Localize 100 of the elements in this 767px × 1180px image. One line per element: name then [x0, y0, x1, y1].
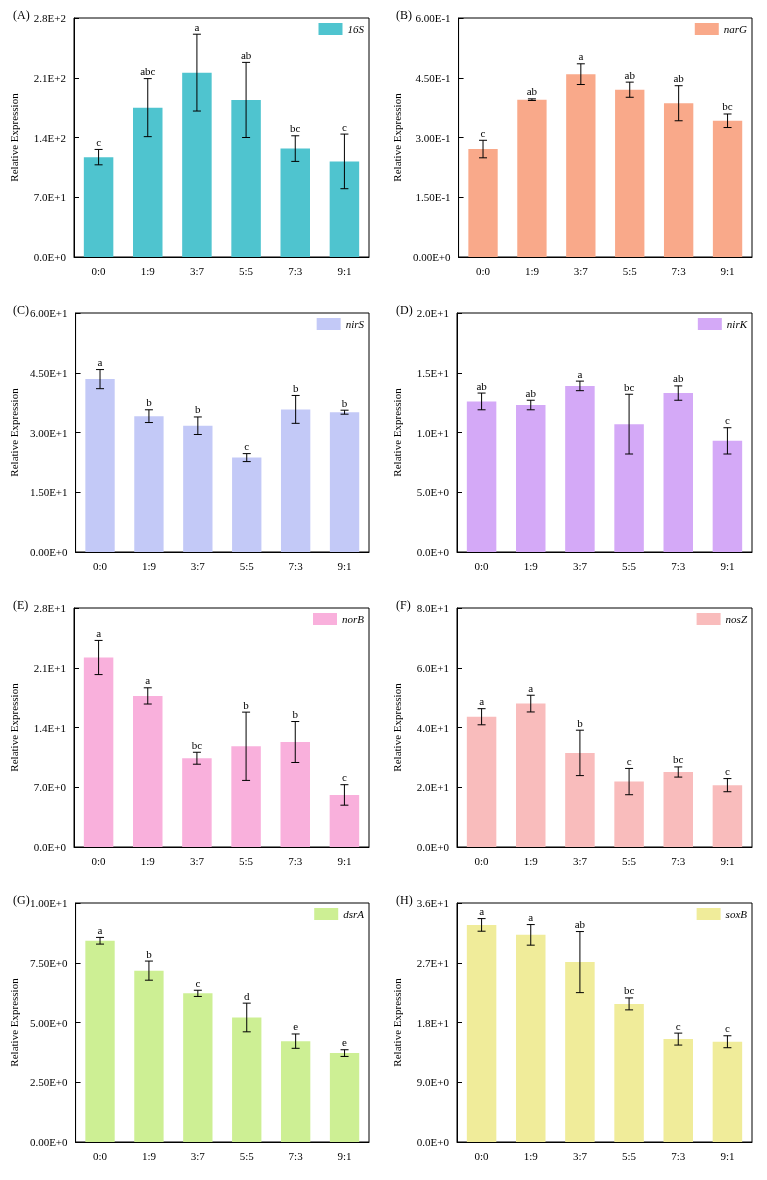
data-label: b — [292, 708, 299, 721]
y-tick-label: 8.0E+1 — [416, 602, 449, 614]
y-axis-title: Relative Expression — [390, 977, 403, 1067]
y-tick-label: 9.0E+0 — [416, 1076, 450, 1089]
data-label: bc — [623, 380, 635, 393]
x-tick-label: 1:9 — [140, 854, 156, 867]
data-label: b — [195, 403, 202, 416]
chart-title: (C) — [13, 303, 29, 317]
x-tick-label: 3:7 — [572, 559, 588, 572]
x-tick-label: 9:1 — [720, 854, 735, 867]
x-tick-label: 3:7 — [572, 854, 588, 867]
bar — [329, 161, 360, 257]
bar — [133, 107, 163, 257]
data-label: d — [243, 989, 250, 1002]
data-label: b — [577, 716, 584, 729]
y-tick-label: 7.0E+0 — [33, 781, 67, 794]
y-tick-label: 3.6E+1 — [416, 897, 449, 909]
x-tick-label: 0:0 — [474, 1149, 490, 1162]
x-tick-label: 0:0 — [92, 1149, 108, 1162]
data-label: a — [577, 367, 583, 380]
bar — [329, 412, 360, 552]
data-label: ab — [574, 918, 586, 931]
data-label: c — [724, 1022, 730, 1035]
data-label: a — [479, 905, 485, 918]
x-tick-label: 5:5 — [622, 1149, 637, 1162]
bar — [712, 785, 743, 847]
bar — [182, 758, 212, 847]
y-tick-label: 0.00E+0 — [29, 1136, 69, 1148]
y-tick-label: 2.0E+1 — [416, 307, 449, 319]
y-tick-label: 4.50E-1 — [415, 71, 451, 84]
x-tick-label: 7:3 — [288, 1149, 304, 1162]
data-label: ab — [526, 85, 538, 98]
x-tick-label: 5:5 — [239, 854, 254, 867]
bar — [280, 1041, 311, 1142]
bar — [134, 416, 164, 552]
data-label: a — [528, 911, 534, 924]
data-label: b — [292, 381, 299, 394]
x-tick-label: 1:9 — [140, 264, 156, 277]
chart-title: (G) — [13, 893, 30, 907]
bar — [663, 1039, 693, 1142]
bar — [83, 157, 114, 257]
data-label: b — [341, 396, 348, 409]
bar — [516, 934, 546, 1142]
bar — [466, 924, 497, 1142]
x-tick-label: 3:7 — [189, 854, 205, 867]
data-label: c — [626, 754, 632, 767]
bar — [329, 1053, 360, 1142]
data-label: e — [342, 1036, 348, 1049]
legend-label: soxB — [725, 908, 748, 920]
x-tick-label: 0:0 — [475, 264, 491, 277]
data-label: c — [341, 771, 347, 784]
bar — [280, 742, 310, 847]
y-tick-label: 1.8E+1 — [416, 1016, 449, 1029]
data-label: ab — [525, 386, 537, 399]
data-label: c — [675, 1019, 681, 1032]
bar — [712, 1041, 743, 1142]
bar — [615, 89, 645, 257]
bar — [468, 149, 498, 257]
x-tick-label: 3:7 — [573, 264, 589, 277]
y-tick-label: 0.0E+0 — [416, 546, 450, 558]
data-label: c — [341, 120, 347, 133]
x-tick-label: 5:5 — [622, 559, 637, 572]
data-label: c — [195, 976, 201, 989]
y-tick-label: 0.00E+0 — [412, 251, 452, 263]
x-tick-label: 7:3 — [288, 854, 303, 867]
y-tick-label: 1.4E+1 — [33, 721, 66, 734]
y-tick-label: 1.50E+1 — [29, 486, 68, 499]
bar — [183, 425, 213, 552]
data-label: bc — [290, 122, 301, 135]
y-tick-label: 2.8E+1 — [33, 602, 66, 614]
y-axis-title: Relative Expression — [7, 682, 20, 772]
bar — [565, 385, 595, 552]
x-tick-label: 5:5 — [622, 854, 637, 867]
legend-label: nosZ — [725, 613, 748, 625]
annotation: b — [243, 698, 250, 711]
chart-title: (H) — [396, 893, 413, 907]
y-tick-label: 0.00E+0 — [29, 546, 69, 558]
data-label: a — [145, 674, 151, 687]
x-tick-label: 5:5 — [239, 264, 254, 277]
bar — [466, 716, 497, 847]
bar — [232, 457, 262, 552]
y-axis-title: Relative Expression — [390, 92, 403, 182]
bar — [85, 379, 115, 552]
chart-title: (D) — [396, 303, 413, 317]
data-label: c — [244, 440, 250, 453]
y-tick-label: 4.0E+1 — [416, 721, 449, 734]
y-tick-label: 0.0E+0 — [33, 841, 67, 853]
x-tick-label: 1:9 — [141, 559, 157, 572]
x-tick-label: 1:9 — [141, 1149, 157, 1162]
x-tick-label: 3:7 — [190, 559, 206, 572]
x-tick-label: 9:1 — [720, 559, 735, 572]
y-tick-label: 0.0E+0 — [416, 841, 450, 853]
bar — [182, 72, 212, 257]
y-tick-label: 2.0E+1 — [416, 781, 449, 794]
data-label: a — [97, 923, 103, 936]
legend-label: nirS — [345, 318, 365, 330]
y-tick-label: 3.00E+1 — [29, 426, 68, 439]
y-tick-label: 3.00E-1 — [415, 131, 451, 144]
y-tick-label: 2.7E+1 — [416, 956, 449, 969]
x-tick-label: 7:3 — [288, 559, 304, 572]
